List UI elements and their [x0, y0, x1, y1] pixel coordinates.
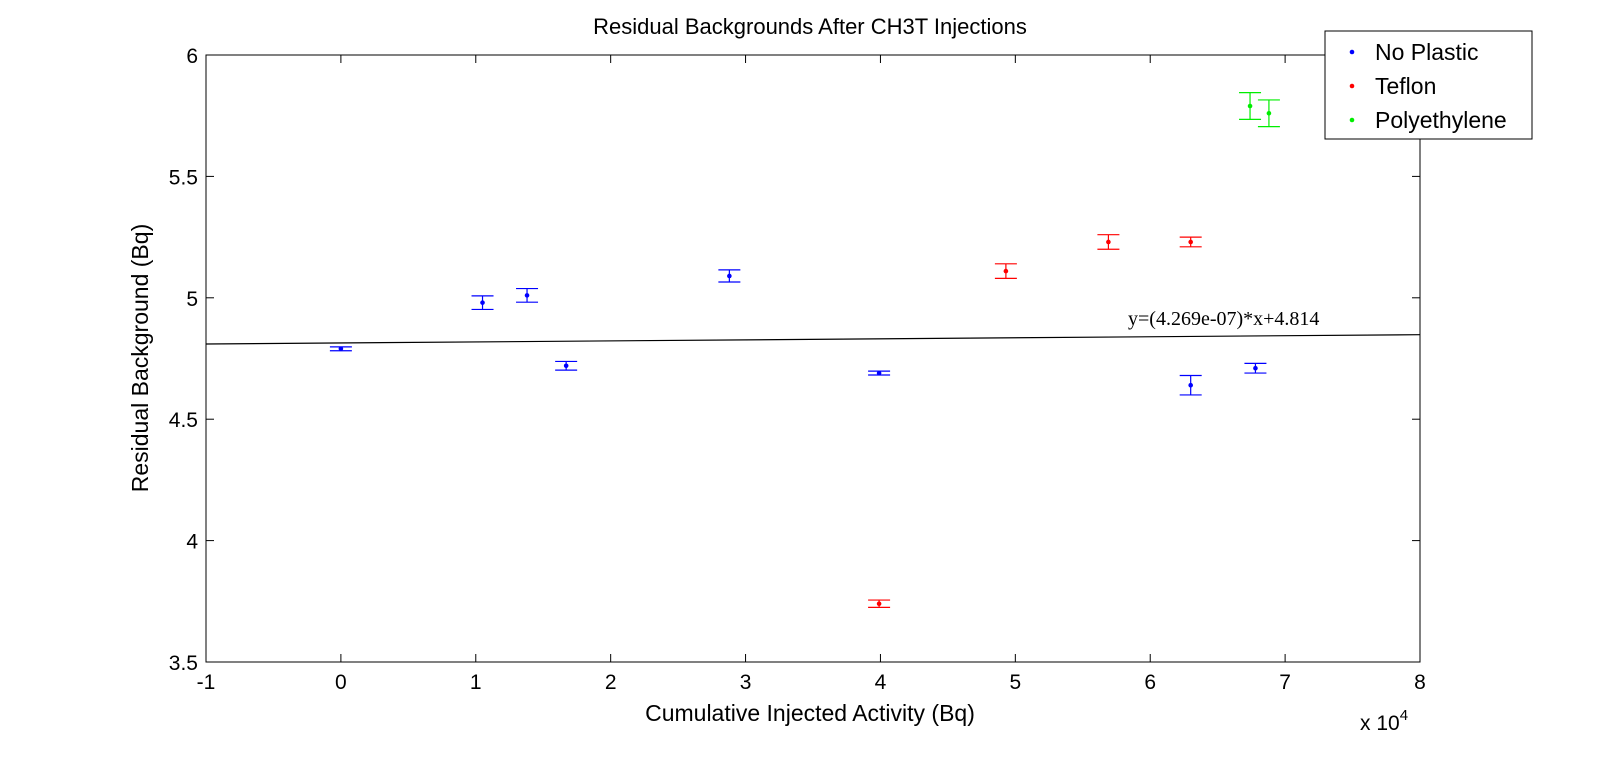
- point-marker: [1003, 268, 1009, 274]
- point-marker: [1247, 103, 1253, 109]
- data-point-polyethylene: [1239, 92, 1262, 120]
- point-marker: [1253, 365, 1258, 371]
- data-point-polyethylene: [1257, 99, 1280, 128]
- data-point-no-plastic: [718, 269, 741, 283]
- data-point-no-plastic: [1179, 374, 1202, 396]
- data-point-teflon: [1179, 236, 1202, 248]
- point-marker: [727, 273, 732, 279]
- data-point-no-plastic: [329, 346, 352, 352]
- point-marker: [480, 300, 485, 305]
- y-axis-label: Residual Background (Bq): [127, 224, 153, 492]
- x-tick-label: 8: [1414, 671, 1426, 694]
- axis-ticks: -1 0 1 2 3 4 5 6 7 8 3.5 4 4.5 5 5.5 6: [169, 45, 1426, 694]
- data-point-no-plastic: [1244, 362, 1267, 374]
- y-tick-label: 5: [186, 288, 198, 311]
- legend-marker: [1349, 49, 1355, 55]
- plot-frame: [205, 54, 1421, 663]
- x-multiplier-exponent: 4: [1400, 707, 1408, 724]
- point-marker: [338, 346, 344, 352]
- legend-marker: [1349, 83, 1355, 89]
- point-marker: [1266, 110, 1272, 116]
- x-tick-label: 3: [740, 671, 752, 694]
- data-point-no-plastic: [555, 360, 578, 371]
- plot-area: [205, 92, 1421, 608]
- point-marker: [876, 370, 882, 376]
- y-tick-label: 5.5: [169, 166, 198, 189]
- point-marker: [876, 601, 882, 607]
- x-tick-label: 4: [875, 671, 887, 694]
- x-axis-multiplier: x 104: [1360, 707, 1408, 735]
- y-tick-label: 4.5: [169, 409, 198, 432]
- data-point-teflon: [1097, 234, 1120, 250]
- fit-annotation: y=(4.269e-07)*x+4.814: [1128, 308, 1319, 330]
- point-marker: [524, 293, 530, 298]
- x-multiplier-base: x 10: [1360, 712, 1400, 735]
- x-tick-label: 1: [470, 671, 482, 694]
- fit-line: [205, 334, 1421, 345]
- legend-label: No Plastic: [1375, 39, 1479, 65]
- data-point-teflon: [868, 599, 891, 608]
- legend: No Plastic Teflon Polyethylene: [1324, 30, 1533, 140]
- x-tick-label: -1: [197, 671, 216, 694]
- data-point-teflon: [994, 263, 1017, 279]
- point-marker: [1188, 382, 1193, 388]
- x-tick-label: 5: [1009, 671, 1021, 694]
- x-tick-label: 7: [1279, 671, 1291, 694]
- x-axis-label: Cumulative Injected Activity (Bq): [645, 700, 975, 726]
- point-marker: [1188, 239, 1193, 245]
- y-tick-label: 4: [186, 531, 198, 554]
- data-point-no-plastic: [868, 370, 891, 376]
- y-tick-label: 6: [186, 45, 198, 68]
- point-marker: [1106, 239, 1111, 245]
- chart-title: Residual Backgrounds After CH3T Injectio…: [593, 14, 1027, 39]
- legend-label: Polyethylene: [1375, 107, 1507, 133]
- legend-marker: [1349, 117, 1355, 123]
- point-marker: [563, 363, 569, 369]
- legend-box: [1324, 30, 1533, 140]
- x-tick-label: 6: [1144, 671, 1156, 694]
- x-tick-label: 0: [335, 671, 347, 694]
- y-tick-label: 3.5: [169, 652, 198, 675]
- x-tick-label: 2: [605, 671, 617, 694]
- data-point-no-plastic: [516, 287, 539, 303]
- legend-label: Teflon: [1375, 73, 1436, 99]
- data-point-no-plastic: [471, 295, 494, 311]
